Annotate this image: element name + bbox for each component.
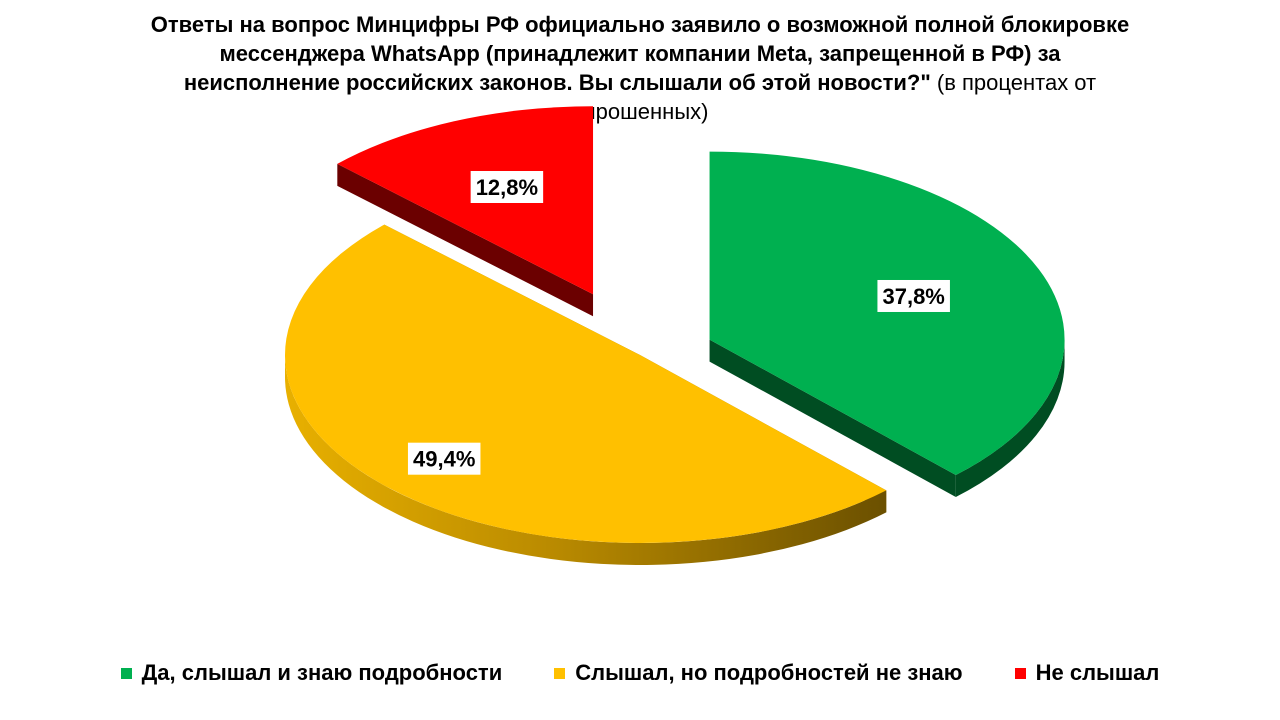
legend-label: Не слышал [1035, 660, 1160, 685]
legend-item-yes-details: Да, слышал и знаю подробности [120, 660, 503, 686]
legend-item-heard-no-details: Слышал, но подробностей не знаю [554, 660, 963, 686]
slice-yes-details-top [709, 151, 1065, 475]
slice-heard-no-details-side-0 [285, 355, 887, 565]
legend-label: Да, слышал и знаю подробности [141, 660, 503, 685]
data-label-not-heard-box [470, 171, 544, 204]
data-label-not-heard: 12,8% [470, 171, 544, 204]
legend-label: Слышал, но подробностей не знаю [575, 660, 963, 685]
chart-legend: Да, слышал и знаю подробности Слышал, но… [0, 660, 1280, 686]
slice-yes-details [709, 151, 1065, 497]
data-label-yes-details-box [877, 279, 950, 312]
data-label-yes-details-text: 37,8% [882, 284, 944, 309]
chart-title: Ответы на вопрос Минцифры РФ официально … [140, 10, 1140, 126]
data-label-yes-details: 37,8% [877, 279, 950, 312]
data-label-heard-no-details-box [407, 442, 481, 475]
legend-swatch-green [120, 667, 132, 679]
data-label-heard-no-details-text: 49,4% [413, 447, 475, 472]
slice-not-heard [337, 106, 594, 317]
data-label-not-heard-text: 12,8% [476, 175, 538, 200]
slice-not-heard-wall-0 [337, 163, 594, 317]
legend-swatch-red [1014, 667, 1026, 679]
slice-yes-details-side-0 [955, 339, 1065, 497]
legend-swatch-yellow [554, 667, 566, 679]
chart-title-main: Ответы на вопрос Минцифры РФ официально … [150, 12, 1130, 95]
data-label-heard-no-details: 49,4% [407, 442, 481, 475]
chart-subtitle: (в процентах от опрошенных) [571, 70, 1097, 124]
legend-item-not-heard: Не слышал [1014, 660, 1160, 686]
slice-yes-details-wall-1 [709, 339, 956, 497]
slice-not-heard-top [337, 106, 594, 295]
